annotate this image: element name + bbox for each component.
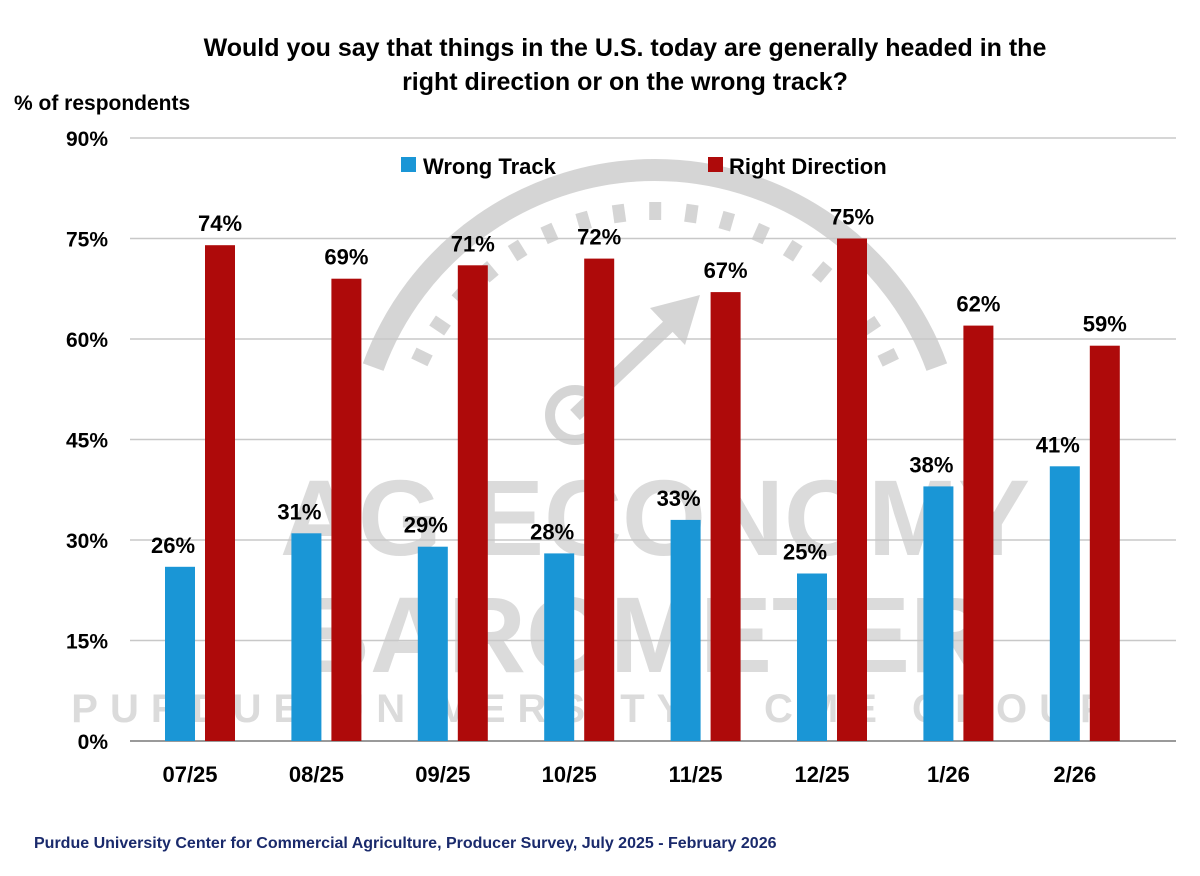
bar-wrong-track <box>544 553 574 741</box>
bar-right-direction <box>584 259 614 741</box>
watermark-gauge-tick <box>757 225 764 241</box>
bar-right-direction <box>331 279 361 741</box>
bar-right-direction <box>837 239 867 742</box>
watermark-gauge-tick <box>788 243 798 258</box>
y-tick-label: 15% <box>66 631 108 654</box>
y-tick-label: 0% <box>78 731 109 754</box>
y-tick-label: 45% <box>66 430 108 453</box>
data-label: 41% <box>1036 432 1080 457</box>
data-label: 71% <box>451 231 495 256</box>
data-label: 26% <box>151 533 195 558</box>
bar-wrong-track <box>165 567 195 741</box>
y-tick-label: 30% <box>66 530 108 553</box>
bar-wrong-track <box>797 574 827 742</box>
data-label: 38% <box>909 452 953 477</box>
data-label: 28% <box>530 519 574 544</box>
data-label: 67% <box>704 258 748 283</box>
x-tick-label: 12/25 <box>794 762 849 787</box>
x-tick-label: 11/25 <box>669 762 723 787</box>
data-label: 33% <box>657 486 701 511</box>
data-label: 59% <box>1083 312 1127 337</box>
data-label: 29% <box>404 513 448 538</box>
x-tick-label: 1/26 <box>927 762 970 787</box>
bar-right-direction <box>711 292 741 741</box>
watermark-gauge-tick <box>618 205 620 223</box>
data-label: 75% <box>830 205 874 230</box>
y-axis-label: % of respondents <box>14 92 190 115</box>
watermark-gauge-tick <box>414 353 430 361</box>
watermark-gauge-tick <box>433 321 448 331</box>
x-tick-label: 2/26 <box>1053 762 1096 787</box>
legend-swatch-wrong-track <box>401 157 416 172</box>
watermark-gauge-tick <box>724 212 729 229</box>
bar-right-direction <box>458 265 488 741</box>
data-label: 31% <box>277 499 321 524</box>
legend-swatch-right-direction <box>708 157 723 172</box>
y-tick-label: 60% <box>66 329 108 352</box>
data-label: 74% <box>198 211 242 236</box>
data-label: 25% <box>783 540 827 565</box>
bar-right-direction <box>1090 346 1120 741</box>
chart-title-line-1: Would you say that things in the U.S. to… <box>204 34 1047 62</box>
bar-wrong-track <box>671 520 701 741</box>
x-tick-label: 08/25 <box>289 762 344 787</box>
bar-right-direction <box>205 245 235 741</box>
x-tick-label: 07/25 <box>162 762 217 787</box>
legend-label-right-direction: Right Direction <box>729 154 887 179</box>
source-note: Purdue University Center for Commercial … <box>34 835 777 852</box>
x-tick-label: 09/25 <box>415 762 470 787</box>
y-tick-label: 90% <box>66 128 108 151</box>
watermark-gauge-tick <box>513 243 523 258</box>
bar-wrong-track <box>418 547 448 741</box>
watermark-gauge-tick <box>880 353 896 361</box>
x-tick-label: 10/25 <box>542 762 597 787</box>
bar-right-direction <box>963 326 993 741</box>
watermark-text-line-2: BAROMETER <box>292 574 988 695</box>
y-tick-label: 75% <box>66 229 108 252</box>
bar-wrong-track <box>1050 466 1080 741</box>
bar-wrong-track <box>291 533 321 741</box>
legend-label-wrong-track: Wrong Track <box>423 154 557 179</box>
data-label: 72% <box>577 225 621 250</box>
bar-wrong-track <box>923 486 953 741</box>
chart-title-line-2: right direction or on the wrong track? <box>402 68 848 96</box>
watermark-gauge-tick <box>690 205 693 223</box>
data-label: 69% <box>324 245 368 270</box>
data-label: 62% <box>956 292 1000 317</box>
